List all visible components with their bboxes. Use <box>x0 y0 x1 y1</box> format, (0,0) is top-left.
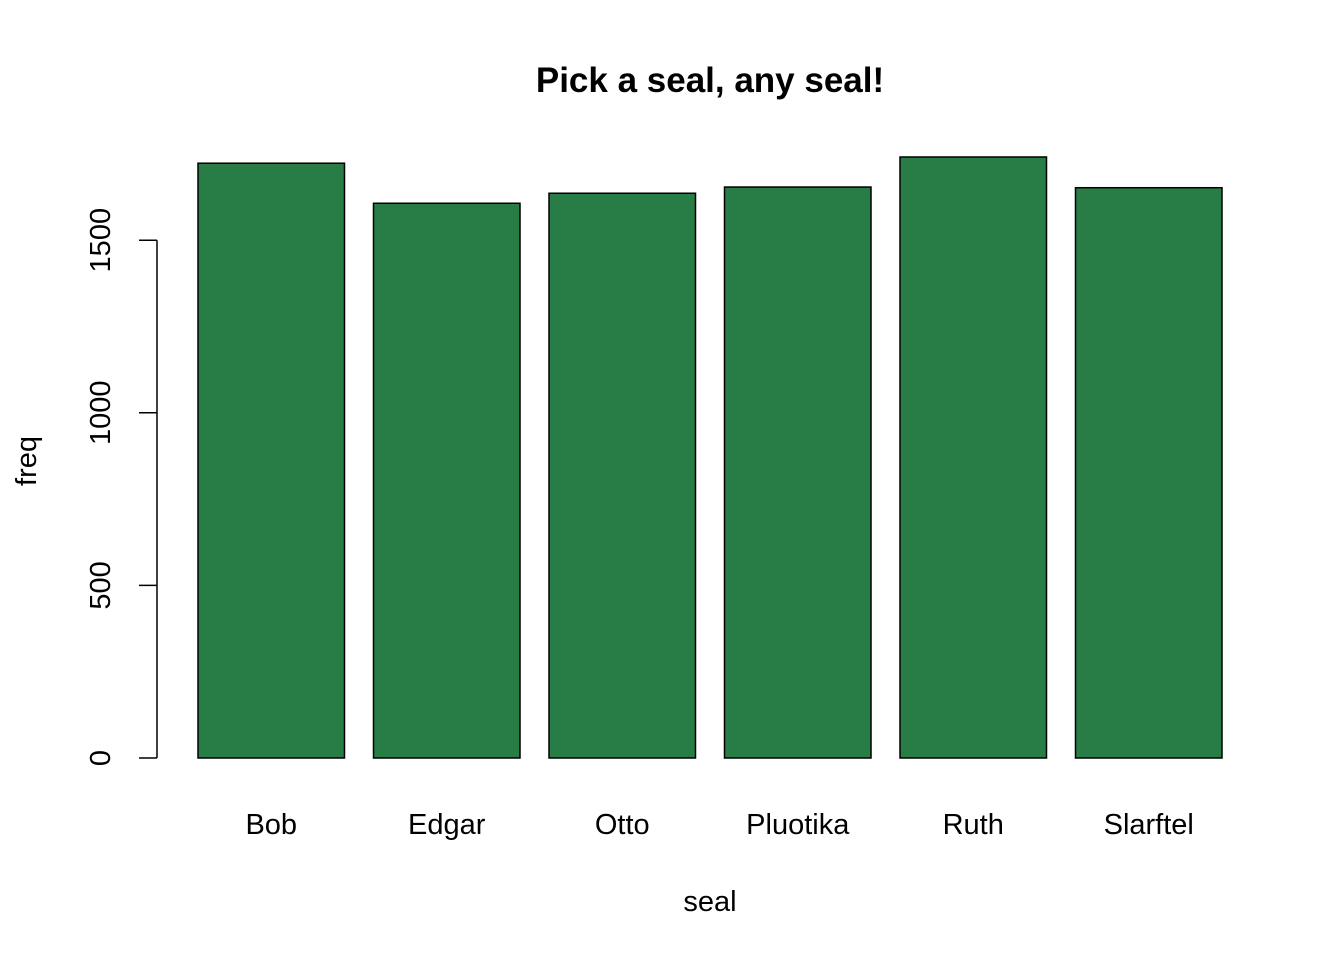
y-axis-label: freq <box>11 436 43 486</box>
y-tick-label-500: 500 <box>85 561 117 609</box>
x-category-labels: Bob Edgar Otto Pluotika Ruth Slarftel <box>245 809 1193 841</box>
bar-pluotika <box>723 186 872 759</box>
y-tick-label-0: 0 <box>85 750 117 766</box>
x-axis-label: seal <box>683 886 736 918</box>
y-tick-label-1000: 1000 <box>85 381 117 446</box>
bar-slarftel <box>1074 186 1223 759</box>
x-tick-label-otto: Otto <box>595 809 650 841</box>
chart-title: Pick a seal, any seal! <box>536 61 884 100</box>
x-tick-label-ruth: Ruth <box>943 809 1004 841</box>
bar-ruth <box>899 156 1048 759</box>
x-tick-label-slarftel: Slarftel <box>1104 809 1194 841</box>
x-tick-label-pluotika: Pluotika <box>746 809 850 841</box>
bar-edgar <box>372 202 521 759</box>
y-axis: 0 500 1000 1500 <box>85 208 158 766</box>
y-tick-label-1500: 1500 <box>85 208 117 273</box>
x-tick-label-bob: Bob <box>245 809 297 841</box>
bar-bob <box>197 162 346 759</box>
bars-group <box>197 156 1223 759</box>
bar-otto <box>548 192 697 759</box>
x-tick-label-edgar: Edgar <box>408 809 486 841</box>
